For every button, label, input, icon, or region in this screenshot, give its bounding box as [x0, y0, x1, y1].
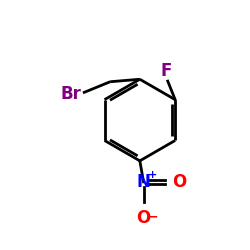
- Text: +: +: [148, 170, 158, 180]
- Text: O: O: [136, 209, 151, 227]
- Text: −: −: [148, 210, 158, 223]
- Text: F: F: [161, 62, 172, 80]
- Text: O: O: [172, 173, 186, 191]
- Text: N: N: [136, 173, 150, 191]
- Text: Br: Br: [60, 85, 81, 103]
